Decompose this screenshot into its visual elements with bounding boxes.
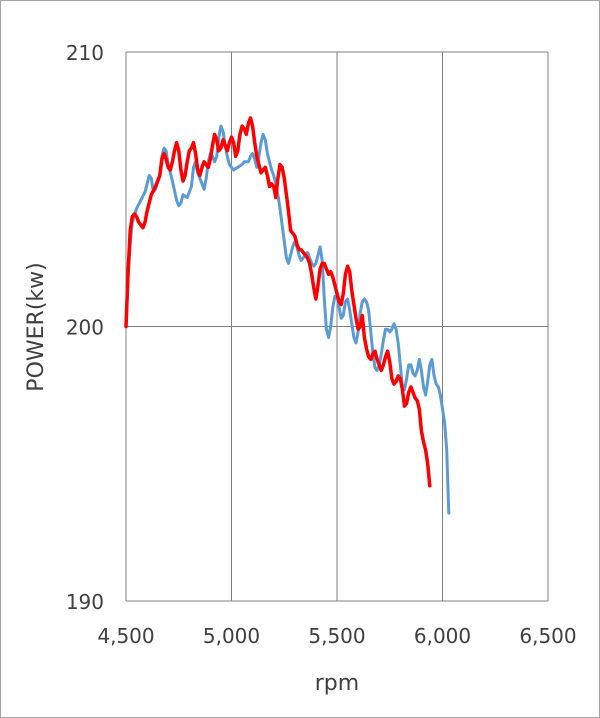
series-line-2	[124, 116, 432, 488]
x-tick-label: 6,000	[414, 624, 471, 648]
gridlines	[125, 51, 549, 602]
y-tick-label: 210	[66, 41, 104, 65]
x-tick-label: 5,000	[203, 624, 260, 648]
series-line-1	[124, 124, 451, 515]
x-tick-label: 5,500	[308, 624, 365, 648]
x-tick-label: 6,500	[519, 624, 576, 648]
y-tick-label: 190	[66, 590, 104, 614]
series-lines	[124, 116, 451, 515]
x-axis-title: rpm	[315, 671, 359, 696]
y-tick-label: 200	[66, 316, 104, 340]
y-axis-title: POWER(kw)	[24, 262, 49, 391]
x-tick-label: 4,500	[97, 624, 154, 648]
tick-labels: 4,500 5,000 5,500 6,000 6,500 190 200 210	[66, 41, 577, 648]
